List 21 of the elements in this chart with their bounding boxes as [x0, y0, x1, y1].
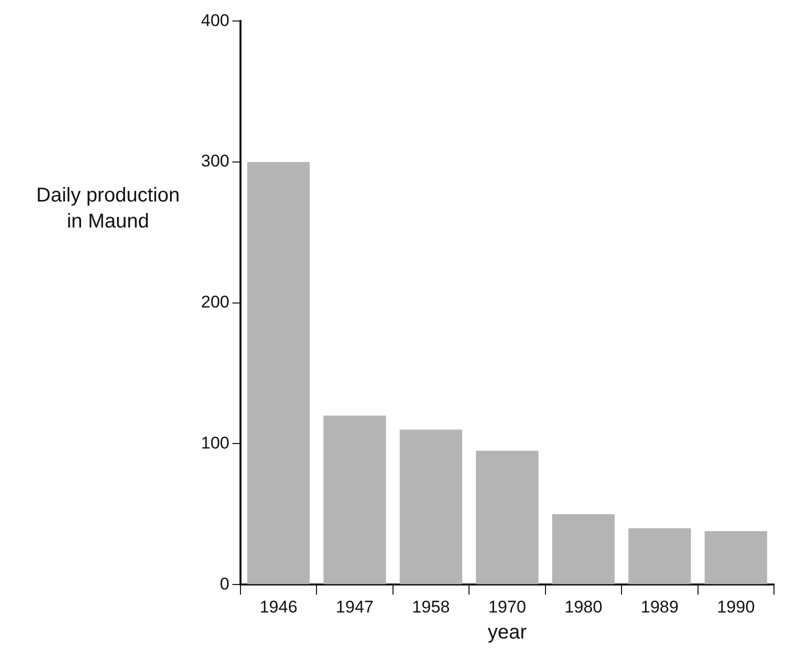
y-tick-label: 0: [220, 574, 230, 594]
bar: [476, 450, 538, 584]
x-tick-label: 1980: [564, 597, 602, 616]
x-tick-label: 1970: [488, 597, 526, 616]
x-tick-label: 1989: [640, 597, 679, 616]
bar: [400, 430, 462, 584]
x-tick-label: 1958: [412, 597, 450, 616]
x-tick-label: 1990: [716, 597, 755, 616]
bar: [323, 416, 386, 584]
x-tick-label: 1946: [260, 597, 298, 616]
bar: [704, 531, 768, 584]
y-tick-label: 300: [200, 152, 230, 171]
y-tick-label: 200: [200, 292, 230, 312]
x-axis-title: year: [488, 622, 527, 644]
bar: [628, 528, 691, 584]
bar: [247, 162, 310, 584]
y-tick-label: 100: [200, 433, 230, 452]
bar: [552, 514, 615, 584]
y-axis-title: Daily production in Maund: [36, 184, 180, 232]
x-tick-label: 1947: [336, 597, 374, 616]
y-tick-label: 400: [200, 10, 230, 30]
